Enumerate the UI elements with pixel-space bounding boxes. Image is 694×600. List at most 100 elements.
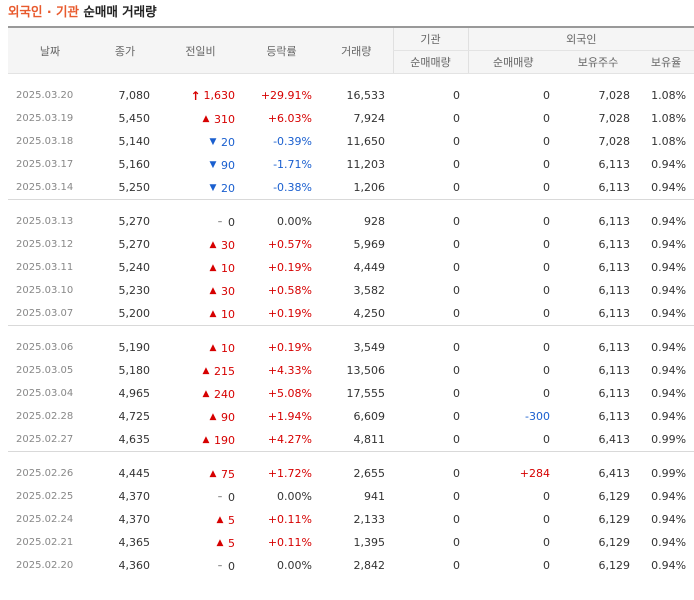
header-close: 종가 bbox=[92, 26, 158, 74]
date-cell: 2025.02.26 bbox=[16, 468, 74, 479]
rate-cell: +0.11% bbox=[267, 513, 312, 526]
rate-cell: -1.71% bbox=[273, 158, 312, 171]
foreign-shares-cell: 6,113 bbox=[598, 387, 631, 400]
close-cell: 4,360 bbox=[118, 559, 151, 572]
upper-limit-arrow-icon: ↑ bbox=[190, 88, 201, 103]
foreign-net-cell: 0 bbox=[543, 215, 550, 228]
up-triangle-icon: ▲ bbox=[202, 114, 210, 125]
date-cell: 2025.03.06 bbox=[16, 342, 74, 353]
foreign-net-cell: 0 bbox=[543, 261, 550, 274]
section-title: 외국인 · 기관 순매매 거래량 bbox=[0, 0, 694, 26]
title-net-volume: 순매매 거래량 bbox=[83, 4, 157, 19]
change-value: 90 bbox=[221, 158, 235, 172]
close-cell: 5,140 bbox=[118, 135, 151, 148]
foreign-net-cell: 0 bbox=[543, 181, 550, 194]
foreign-net-cell: 0 bbox=[543, 387, 550, 400]
close-cell: 5,230 bbox=[118, 284, 151, 297]
foreign-shares-cell: 6,113 bbox=[598, 158, 631, 171]
volume-cell: 11,650 bbox=[346, 135, 386, 148]
date-cell: 2025.03.20 bbox=[16, 90, 74, 101]
foreign-shares-cell: 6,113 bbox=[598, 215, 631, 228]
up-triangle-icon: ▲ bbox=[209, 240, 217, 251]
change-value: 10 bbox=[221, 341, 235, 355]
volume-cell: 1,206 bbox=[353, 181, 386, 194]
change-value: 0 bbox=[228, 490, 235, 504]
foreign-net-cell: 0 bbox=[543, 433, 550, 446]
inst-net-cell: 0 bbox=[453, 559, 460, 572]
change-cell: ▲ 10 bbox=[158, 256, 243, 279]
foreign-ratio-cell: 0.99% bbox=[651, 467, 687, 480]
close-cell: 4,965 bbox=[118, 387, 151, 400]
change-value: 310 bbox=[214, 112, 235, 126]
foreign-ratio-cell: 0.94% bbox=[651, 238, 687, 251]
change-cell: –0 bbox=[158, 210, 243, 233]
change-cell: –0 bbox=[158, 554, 243, 577]
foreign-shares-cell: 6,113 bbox=[598, 284, 631, 297]
table-row: 2025.03.13 5,270–0 0.00% 928 0 0 6,113 0.94% bbox=[8, 210, 694, 233]
volume-cell: 3,549 bbox=[353, 341, 386, 354]
volume-cell: 4,811 bbox=[353, 433, 386, 446]
up-triangle-icon: ▲ bbox=[202, 389, 210, 400]
close-cell: 5,190 bbox=[118, 341, 151, 354]
inst-net-cell: 0 bbox=[453, 341, 460, 354]
change-cell: ▲ 5 bbox=[158, 531, 243, 554]
up-triangle-icon: ▲ bbox=[209, 263, 217, 274]
inst-net-cell: 0 bbox=[453, 135, 460, 148]
date-cell: 2025.03.19 bbox=[16, 113, 74, 124]
change-cell: –0 bbox=[158, 485, 243, 508]
foreign-net-cell: -300 bbox=[525, 410, 550, 423]
change-cell: ▲ 30 bbox=[158, 233, 243, 256]
date-cell: 2025.02.28 bbox=[16, 411, 74, 422]
header-foreign-shares: 보유주수 bbox=[558, 50, 638, 74]
volume-cell: 4,449 bbox=[353, 261, 386, 274]
change-cell: ▲ 310 bbox=[158, 107, 243, 130]
close-cell: 5,200 bbox=[118, 307, 151, 320]
rate-cell: 0.00% bbox=[277, 215, 312, 228]
foreign-net-cell: 0 bbox=[543, 559, 550, 572]
foreign-ratio-cell: 0.94% bbox=[651, 341, 687, 354]
change-value: 0 bbox=[228, 559, 235, 573]
inst-net-cell: 0 bbox=[453, 364, 460, 377]
foreign-shares-cell: 6,113 bbox=[598, 261, 631, 274]
inst-net-cell: 0 bbox=[453, 158, 460, 171]
rate-cell: +0.19% bbox=[267, 341, 312, 354]
down-triangle-icon: ▼ bbox=[209, 137, 217, 148]
header-inst-net: 순매매량 bbox=[392, 50, 468, 74]
table-row: 2025.02.25 4,370–0 0.00% 941 0 0 6,129 0.94% bbox=[8, 485, 694, 508]
change-cell: ▼ 20 bbox=[158, 130, 243, 153]
header-change: 전일비 bbox=[158, 26, 243, 74]
no-change-dash-icon: – bbox=[217, 217, 223, 228]
inst-net-cell: 0 bbox=[453, 433, 460, 446]
foreign-ratio-cell: 1.08% bbox=[651, 112, 687, 125]
table-row: 2025.03.06 5,190 ▲ 10 +0.19% 3,549 0 0 6,113 0.94… bbox=[8, 336, 694, 359]
rate-cell: +1.94% bbox=[267, 410, 312, 423]
rate-cell: +0.58% bbox=[267, 284, 312, 297]
foreign-net-cell: +284 bbox=[519, 467, 550, 480]
change-value: 30 bbox=[221, 284, 235, 298]
date-cell: 2025.03.12 bbox=[16, 239, 74, 250]
header-foreign-net: 순매매량 bbox=[467, 50, 558, 74]
rate-cell: +1.72% bbox=[267, 467, 312, 480]
group-spacer bbox=[8, 200, 694, 210]
header-volume: 거래량 bbox=[320, 26, 393, 74]
volume-cell: 941 bbox=[364, 490, 385, 503]
inst-net-cell: 0 bbox=[453, 490, 460, 503]
foreign-ratio-cell: 0.99% bbox=[651, 433, 687, 446]
inst-net-cell: 0 bbox=[453, 261, 460, 274]
foreign-shares-cell: 6,113 bbox=[598, 181, 631, 194]
group-separator bbox=[8, 451, 694, 452]
table-row: 2025.03.14 5,250 ▼ 20 -0.38% 1,206 0 0 6,113 0.94… bbox=[8, 176, 694, 200]
table-row: 2025.02.27 4,635 ▲ 190 +4.27% 4,811 0 0 6,413 0.9… bbox=[8, 428, 694, 452]
group-spacer bbox=[8, 74, 694, 85]
down-triangle-icon: ▼ bbox=[209, 183, 217, 194]
table-row: 2025.02.20 4,360–0 0.00% 2,842 0 0 6,129 0.94% bbox=[8, 554, 694, 577]
foreign-ratio-cell: 0.94% bbox=[651, 181, 687, 194]
foreign-ratio-cell: 0.94% bbox=[651, 364, 687, 377]
volume-cell: 2,655 bbox=[353, 467, 386, 480]
close-cell: 5,180 bbox=[118, 364, 151, 377]
volume-cell: 2,842 bbox=[353, 559, 386, 572]
group-separator bbox=[8, 199, 694, 200]
close-cell: 5,450 bbox=[118, 112, 151, 125]
inst-net-cell: 0 bbox=[453, 387, 460, 400]
foreign-net-cell: 0 bbox=[543, 112, 550, 125]
